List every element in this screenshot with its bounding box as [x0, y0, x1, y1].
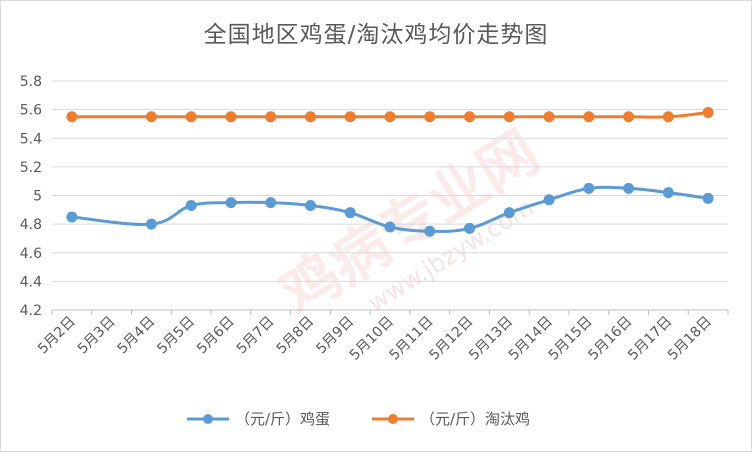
data-point	[265, 111, 277, 123]
y-axis-ticks: 4.2 4.4 4.6 4.8 5 5.2 5.4 5.6 5.8	[20, 74, 42, 319]
x-tick-label: 5月7日	[234, 314, 278, 358]
data-point	[702, 106, 714, 118]
y-tick-label: 4.2	[20, 303, 42, 319]
x-tick-label: 5月5日	[154, 314, 198, 358]
data-point	[464, 111, 476, 123]
x-tick-label: 5月8日	[274, 314, 318, 358]
x-tick-label: 5月6日	[194, 314, 238, 358]
data-point	[662, 187, 674, 199]
x-axis: 5月2日5月3日5月4日5月5日5月6日5月7日5月8日5月9日5月10日5月1…	[35, 309, 729, 364]
chart-title: 全国地区鸡蛋/淘汰鸡均价走势图	[203, 22, 549, 48]
legend: （元/斤）鸡蛋 （元/斤）淘汰鸡	[187, 410, 530, 428]
data-point	[145, 111, 157, 123]
data-point	[225, 197, 237, 209]
data-point	[384, 111, 396, 123]
data-point	[424, 225, 436, 237]
data-point	[265, 197, 277, 209]
data-point	[464, 222, 476, 234]
y-tick-label: 5	[33, 189, 42, 205]
y-tick-label: 4.8	[20, 217, 42, 233]
data-point	[583, 182, 595, 194]
legend-marker-2	[388, 414, 398, 424]
data-point	[344, 111, 356, 123]
data-point	[543, 194, 555, 206]
series-layer	[66, 106, 714, 237]
data-point	[145, 218, 157, 230]
data-point	[424, 111, 436, 123]
data-point	[623, 111, 635, 123]
y-tick-label: 5.6	[20, 103, 42, 119]
x-tick-label: 5月4日	[115, 314, 159, 358]
y-tick-label: 5.4	[20, 131, 42, 147]
y-tick-label: 5.8	[20, 74, 42, 90]
data-point	[344, 207, 356, 219]
legend-label-1: （元/斤）鸡蛋	[235, 410, 330, 428]
data-point	[304, 111, 316, 123]
legend-marker-1	[203, 414, 213, 424]
data-point	[503, 111, 515, 123]
data-point	[662, 111, 674, 123]
data-point	[503, 207, 515, 219]
x-tick-label: 5月2日	[35, 314, 79, 358]
data-point	[185, 200, 197, 212]
x-tick-label: 5月18日	[665, 314, 715, 364]
data-point	[66, 211, 78, 223]
data-point	[543, 111, 555, 123]
legend-label-2: （元/斤）淘汰鸡	[420, 410, 530, 428]
data-point	[225, 111, 237, 123]
y-tick-label: 4.4	[20, 274, 42, 290]
data-point	[583, 111, 595, 123]
data-point	[304, 200, 316, 212]
x-tick-label: 5月3日	[75, 314, 119, 358]
data-point	[623, 182, 635, 194]
data-point	[384, 221, 396, 233]
series-line-1	[71, 185, 709, 233]
data-point	[185, 111, 197, 123]
data-point	[66, 111, 78, 123]
series-line-2	[71, 110, 709, 119]
y-tick-label: 5.2	[20, 160, 42, 176]
y-tick-label: 4.6	[20, 246, 42, 262]
data-point	[702, 192, 714, 204]
